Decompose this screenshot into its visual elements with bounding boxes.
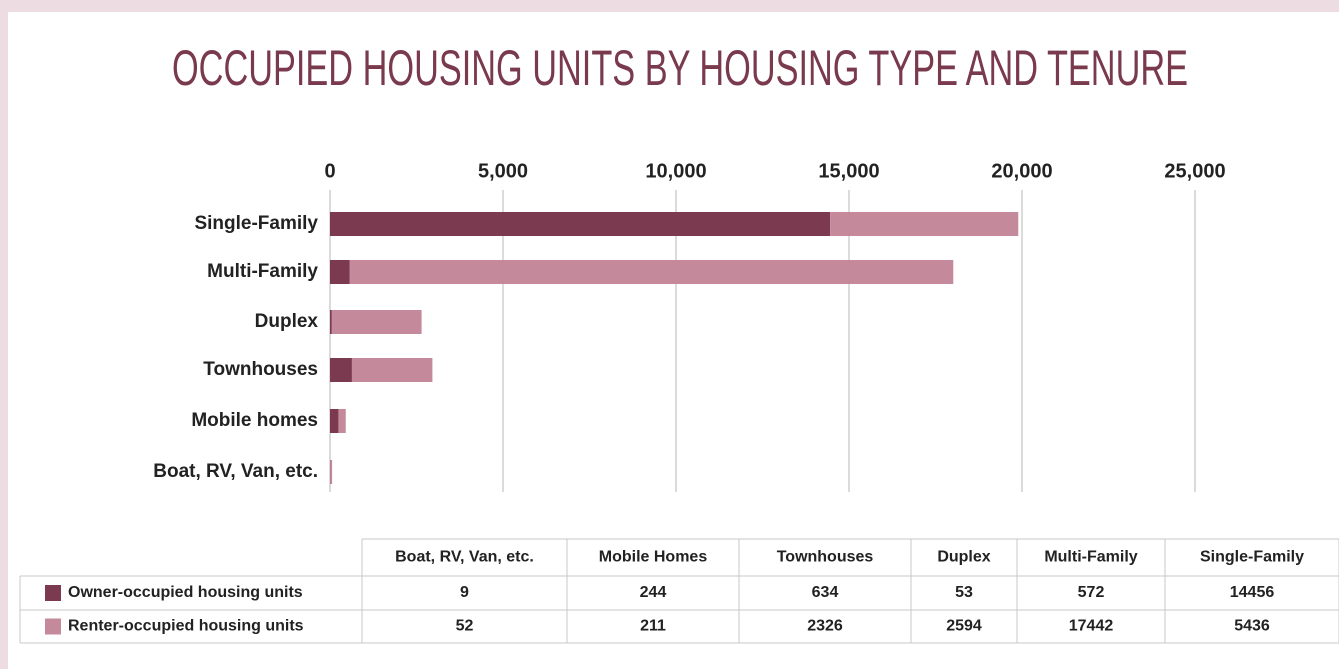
table-cell: 572 [1078, 584, 1105, 601]
bar [830, 212, 1019, 236]
legend-label: Owner-occupied housing units [68, 584, 303, 601]
table-header: Mobile Homes [599, 549, 708, 566]
x-tick-label: 0 [324, 160, 335, 182]
table-cell: 53 [955, 584, 973, 601]
x-tick-label: 15,000 [818, 160, 879, 182]
x-tick-label: 10,000 [645, 160, 706, 182]
table-header: Single-Family [1200, 549, 1304, 566]
legend-label: Renter-occupied housing units [68, 618, 304, 635]
bar [349, 260, 954, 284]
bar [338, 409, 346, 433]
table-cell: 244 [640, 584, 667, 601]
bar [351, 358, 433, 382]
table-cell: 14456 [1230, 584, 1275, 601]
x-tick-label: 25,000 [1164, 160, 1225, 182]
y-tick-label: Mobile homes [191, 410, 318, 431]
table-cell: 634 [812, 584, 839, 601]
bar [330, 260, 350, 284]
panel [8, 12, 1339, 669]
legend-swatch [45, 618, 61, 635]
table-cell: 211 [640, 618, 666, 635]
table-header: Boat, RV, Van, etc. [395, 549, 534, 566]
table-cell: 17442 [1069, 618, 1114, 635]
table-cell: 9 [460, 584, 469, 601]
y-tick-label: Single-Family [194, 213, 318, 234]
y-tick-label: Duplex [255, 311, 319, 332]
bar [331, 310, 422, 334]
chart-title: OCCUPIED HOUSING UNITS BY HOUSING TYPE A… [172, 40, 1188, 96]
bar [330, 460, 333, 484]
table-header: Multi-Family [1044, 549, 1137, 566]
y-tick-label: Multi-Family [207, 261, 318, 282]
table-cell: 2594 [946, 618, 982, 635]
bar [330, 358, 352, 382]
y-tick-label: Boat, RV, Van, etc. [153, 461, 318, 482]
bar [330, 310, 332, 334]
x-tick-label: 5,000 [478, 160, 528, 182]
table-cell: 5436 [1234, 618, 1270, 635]
bar [330, 409, 339, 433]
bar [330, 212, 831, 236]
table-cell: 52 [456, 618, 474, 635]
y-tick-label: Townhouses [203, 359, 318, 380]
legend-swatch [45, 585, 61, 601]
table-header: Duplex [937, 549, 990, 566]
x-tick-label: 20,000 [991, 160, 1052, 182]
table-cell: 2326 [807, 618, 843, 635]
table-header: Townhouses [777, 549, 874, 566]
